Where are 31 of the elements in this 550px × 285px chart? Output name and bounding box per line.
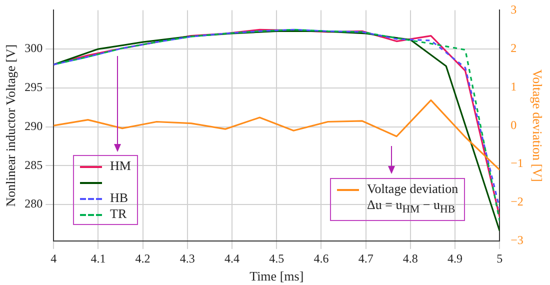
x-tick-label: 4 xyxy=(50,251,57,266)
y-axis-title: Nonlinear inductor Voltage [V] xyxy=(3,44,18,207)
x-tick-label: 4.6 xyxy=(314,251,329,266)
x-tick-label: 4.7 xyxy=(358,251,374,266)
y-tick-label: 300 xyxy=(24,41,43,56)
y2-tick-label: −3 xyxy=(510,233,524,248)
y2-tick-label: 0 xyxy=(510,118,517,132)
y-tick-label: 280 xyxy=(24,196,43,211)
x-tick-label: 4.5 xyxy=(269,251,284,266)
legend-label: HM xyxy=(110,158,131,173)
x-tick-label: 4.8 xyxy=(402,251,418,266)
y2-tick-label: 3 xyxy=(510,2,517,16)
legend-label: Voltage deviation xyxy=(367,181,458,196)
legend-label: HB xyxy=(110,190,128,205)
x-tick-label: 4.1 xyxy=(90,251,106,266)
legend-label: TR xyxy=(110,206,127,221)
x-tick-label: 4.3 xyxy=(180,251,195,266)
y2-axis-title: Voltage deviation [V] xyxy=(530,69,545,182)
y-tick-label: 285 xyxy=(24,158,43,172)
x-tick-label: 5 xyxy=(496,251,503,266)
x-axis-title: Time [ms] xyxy=(250,268,304,284)
y-tick-label: 290 xyxy=(24,118,43,133)
x-tick-label: 4.2 xyxy=(135,251,150,266)
y-tick-label: 295 xyxy=(24,80,43,94)
x-tick-label: 4.9 xyxy=(448,251,463,266)
y2-tick-label: 1 xyxy=(510,79,517,94)
annotation: Δu = u$_{HM}$ − u$_{HB}$ xyxy=(366,197,456,218)
y2-tick-label: −2 xyxy=(510,194,524,209)
x-tick-label: 4.4 xyxy=(224,251,240,266)
y2-tick-label: −1 xyxy=(510,156,524,170)
y2-tick-label: 2 xyxy=(510,40,517,55)
